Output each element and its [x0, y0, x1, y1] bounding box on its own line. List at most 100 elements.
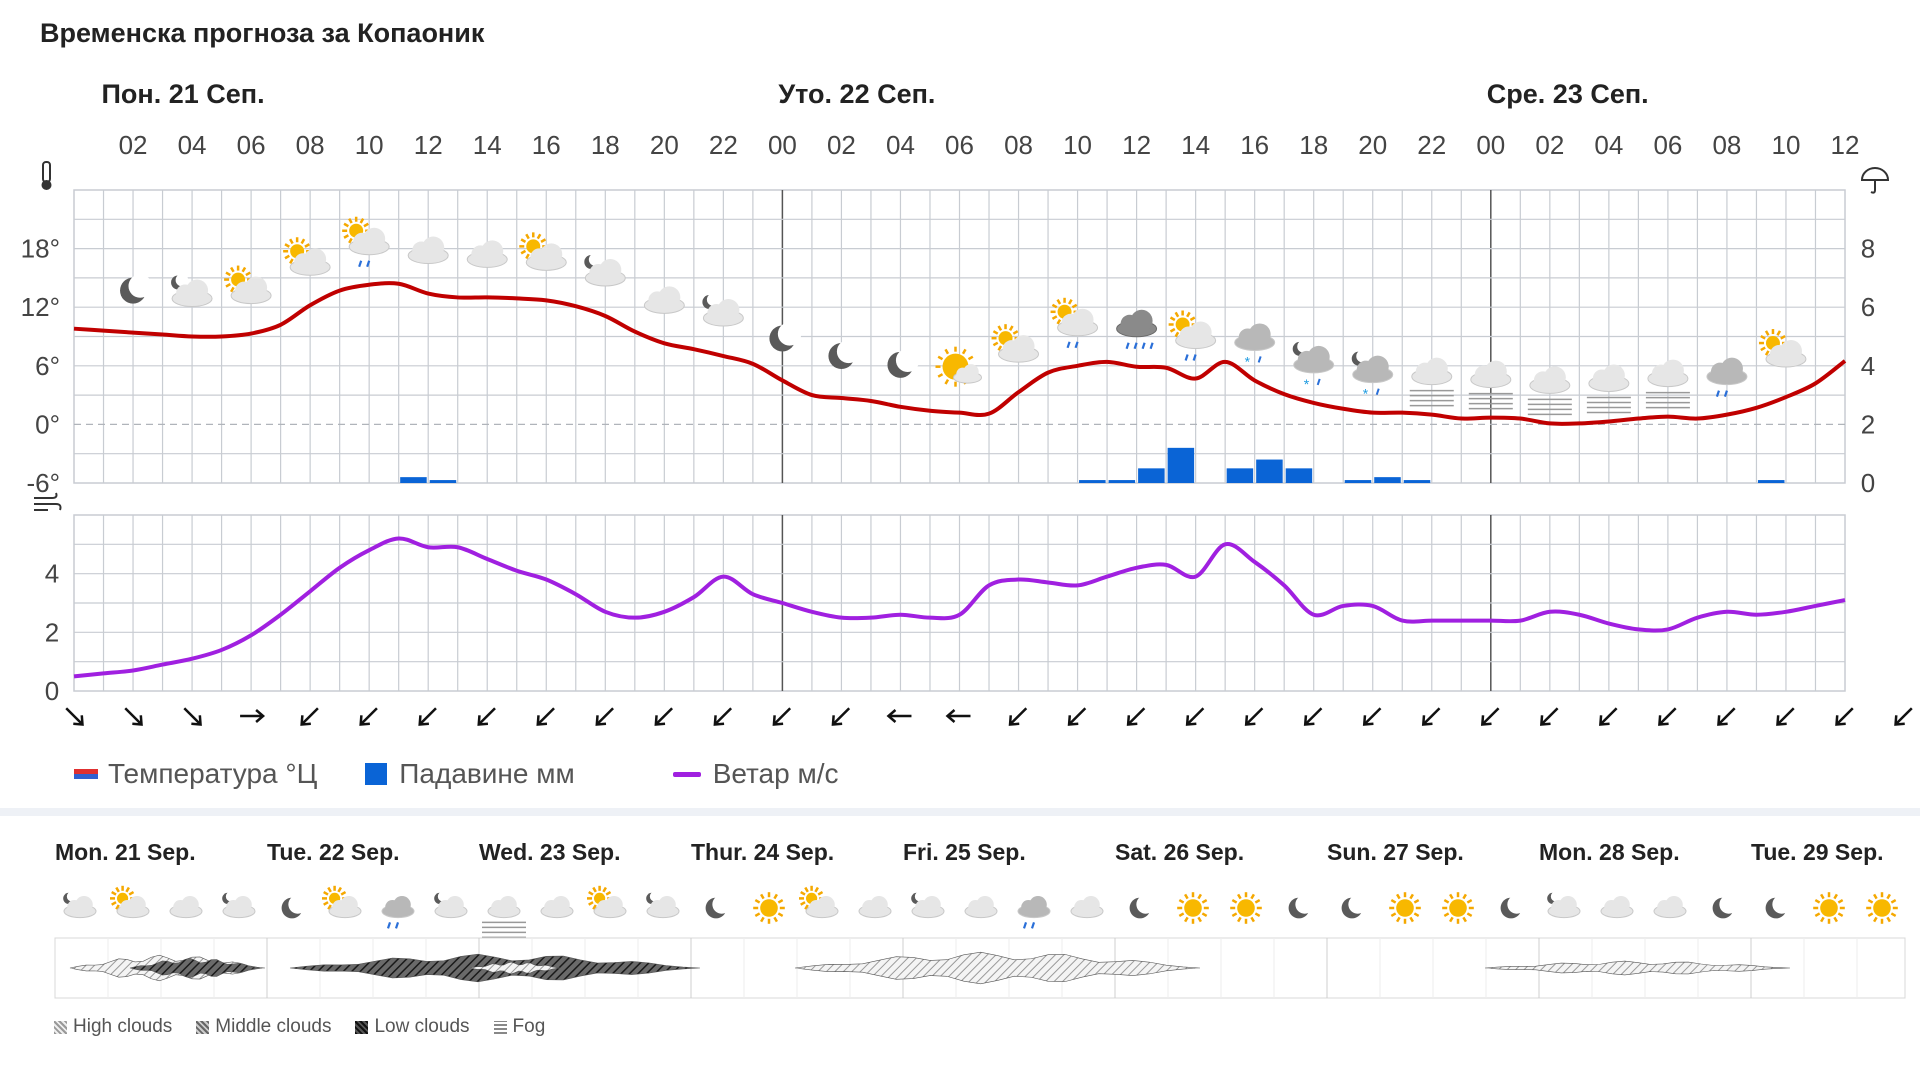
cloud-icon	[643, 286, 685, 314]
cloud-icon	[540, 896, 574, 919]
cloud-icon	[407, 236, 449, 265]
precipitation-bar	[1256, 459, 1283, 483]
hour-tick-label: 10	[1063, 130, 1092, 160]
moon-icon	[281, 895, 308, 919]
legend-high-clouds: High clouds	[54, 1016, 172, 1038]
cloud-moon-icon	[702, 293, 744, 327]
heavy-rain-cloud-icon	[1116, 309, 1158, 350]
cloud-icon	[1600, 896, 1634, 919]
wind-direction-arrow	[1244, 707, 1264, 726]
hour-tick-label: 14	[473, 130, 502, 160]
weekly-day-label: Fri. 25 Sep.	[903, 839, 1026, 865]
legend-middle-clouds: Middle clouds	[196, 1016, 331, 1038]
snow-cloud-moon-icon: *	[1351, 349, 1394, 402]
svg-text:*: *	[1245, 353, 1251, 369]
wind-direction-arrow	[1894, 707, 1913, 726]
wind-direction-arrow	[713, 707, 733, 726]
temperature-tick-label: 0°	[35, 409, 60, 439]
wind-direction-arrow	[1362, 707, 1382, 726]
cloud-moon-icon	[171, 273, 213, 307]
precipitation-tick-label: 8	[1861, 234, 1875, 264]
chart-legend: Температура °Ц Падавине мм Ветар м/с	[74, 758, 887, 790]
svg-text:*: *	[1363, 386, 1369, 402]
section-divider	[0, 808, 1920, 816]
precipitation-bar	[1167, 447, 1195, 483]
precipitation-bar	[1403, 480, 1431, 483]
hour-tick-label: 20	[650, 130, 679, 160]
weekly-day-label: Mon. 21 Sep.	[55, 839, 196, 865]
cloud-icon	[964, 896, 998, 919]
legend-temperature-label: Температура °Ц	[108, 758, 318, 789]
wind-direction-arrow	[1776, 707, 1795, 726]
moon-icon	[1712, 895, 1739, 919]
precipitation-bar	[429, 480, 457, 483]
hour-tick-label: 12	[1831, 130, 1860, 160]
precipitation-bar	[1138, 468, 1165, 483]
temperature-tick-label: 12°	[21, 292, 60, 322]
temperature-tick-label: -6°	[26, 468, 60, 498]
weekly-icons-row	[63, 885, 1898, 939]
weekly-day-label: Sun. 27 Sep.	[1327, 839, 1464, 865]
wind-direction-arrow	[1126, 707, 1146, 726]
weekly-day-label: Sat. 26 Sep.	[1115, 839, 1244, 865]
legend-wind-label: Ветар м/с	[712, 758, 839, 789]
precipitation-bar	[1108, 480, 1136, 483]
weekly-day-label: Mon. 28 Sep.	[1539, 839, 1680, 865]
snow-cloud-icon: *	[1234, 323, 1276, 369]
precipitation-bar	[400, 477, 427, 483]
moon-icon	[120, 274, 152, 304]
wind-direction-arrow	[1303, 707, 1323, 726]
cloud-rain-icon	[1017, 896, 1051, 929]
fog-cloud-icon	[1527, 366, 1572, 416]
snow-cloud-moon-icon: *	[1292, 340, 1335, 392]
wind-direction-arrow	[654, 707, 673, 726]
legend-wind: Ветар м/с	[672, 758, 839, 790]
wind-direction-arrow	[595, 707, 614, 726]
middle-cloud-band	[794, 951, 1201, 985]
wind-direction-arrow	[945, 709, 971, 723]
hour-tick-label: 06	[945, 130, 974, 160]
hour-tick-label: 16	[1240, 130, 1269, 160]
wind-swatch	[672, 771, 701, 777]
sun-icon	[1442, 892, 1474, 924]
cloud-sun-rain-icon	[1168, 310, 1217, 361]
hour-tick-label: 18	[1299, 130, 1328, 160]
temperature-line	[73, 281, 1847, 426]
cloud-sun-icon	[283, 237, 331, 276]
precipitation-bars	[400, 447, 1785, 483]
moon-icon	[1765, 895, 1792, 919]
temperature-swatch	[74, 769, 98, 779]
fog-cloud-icon	[1645, 359, 1690, 409]
hour-tick-label: 00	[768, 130, 797, 160]
wind-direction-arrow	[1480, 707, 1500, 726]
cloud-sun-icon	[991, 324, 1040, 363]
hour-tick-label: 22	[1417, 130, 1446, 160]
wind-direction-arrow	[240, 709, 266, 723]
hour-tick-label: 02	[119, 130, 148, 160]
page-title: Временска прогноза за Копаоник	[40, 18, 485, 48]
fog-cloud-icon	[1409, 357, 1454, 407]
precipitation-tick-label: 6	[1861, 292, 1875, 322]
sun-icon	[1813, 892, 1845, 924]
hour-tick-label: 00	[1476, 130, 1505, 160]
precipitation-bar	[1079, 480, 1106, 483]
hour-tick-label: 10	[1772, 130, 1801, 160]
cloud-moon-icon	[1547, 891, 1581, 919]
sun-icon	[753, 892, 785, 924]
cloud-sun-rain-icon	[342, 216, 390, 268]
cloud-icon	[1653, 896, 1687, 919]
moon-icon	[1288, 895, 1315, 919]
moon-icon	[1341, 895, 1368, 919]
moon-icon	[769, 322, 802, 352]
precipitation-tick-label: 4	[1861, 351, 1875, 381]
precipitation-bar	[1757, 480, 1785, 483]
cloud-sun-icon	[519, 232, 567, 271]
legend-temperature: Температура °Ц	[74, 758, 317, 790]
moon-icon	[705, 895, 732, 919]
hour-tick-label: 02	[1535, 130, 1564, 160]
wind-direction-arrow	[1717, 707, 1736, 726]
hour-tick-label: 02	[827, 130, 856, 160]
sun-icon	[1177, 892, 1209, 924]
fog-band	[469, 961, 561, 975]
cloud-icon	[1070, 896, 1104, 919]
